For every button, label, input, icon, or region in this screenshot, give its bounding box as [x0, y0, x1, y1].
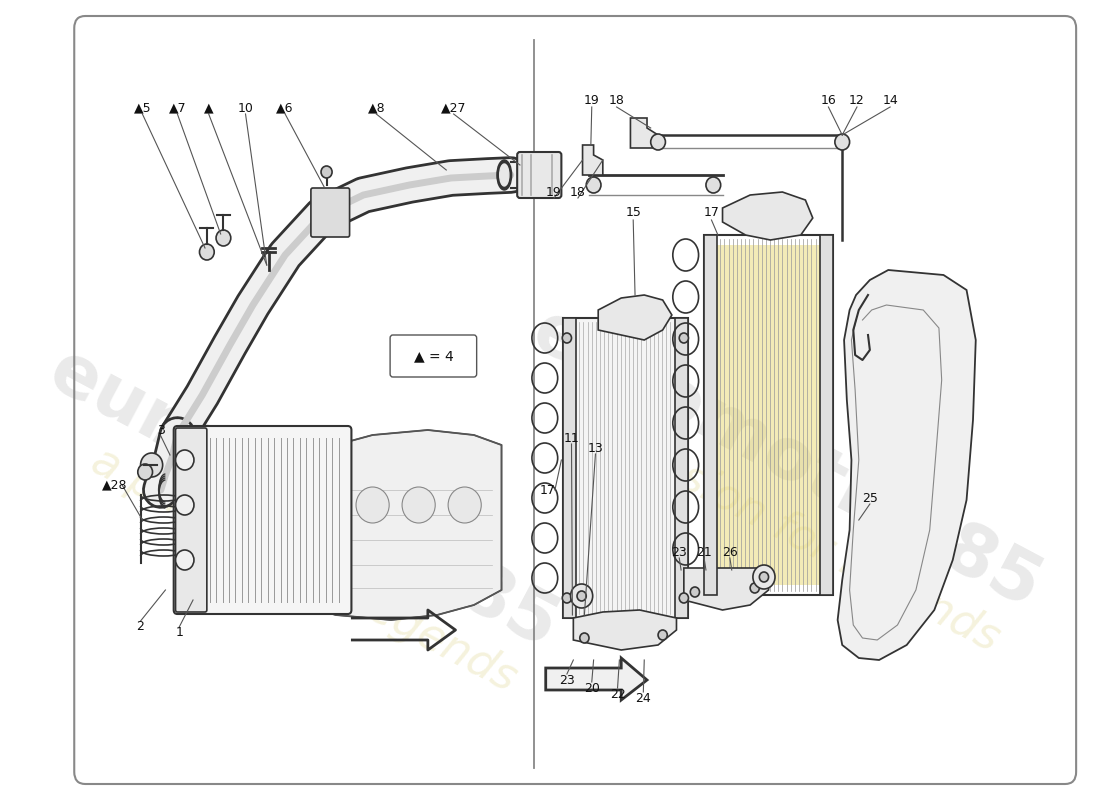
Text: 25: 25	[862, 491, 878, 505]
Circle shape	[562, 333, 572, 343]
Text: 18: 18	[608, 94, 625, 106]
Text: euromotive85: euromotive85	[520, 297, 1054, 623]
Text: 19: 19	[584, 94, 600, 106]
Text: 11: 11	[563, 431, 580, 445]
Circle shape	[571, 584, 593, 608]
Polygon shape	[573, 610, 676, 650]
Circle shape	[176, 495, 194, 515]
Ellipse shape	[497, 160, 512, 190]
Circle shape	[706, 177, 721, 193]
Circle shape	[403, 487, 436, 523]
Polygon shape	[684, 568, 769, 610]
Bar	[563, 318, 576, 618]
Polygon shape	[598, 295, 672, 340]
Circle shape	[578, 591, 586, 601]
Polygon shape	[723, 192, 813, 240]
Circle shape	[658, 630, 668, 640]
Circle shape	[216, 230, 231, 246]
Text: a passion for legends: a passion for legends	[84, 439, 524, 701]
Circle shape	[176, 550, 194, 570]
Text: 3: 3	[157, 423, 165, 437]
Circle shape	[679, 593, 689, 603]
Text: ▲ = 4: ▲ = 4	[414, 349, 453, 363]
Text: 10: 10	[238, 102, 253, 114]
Ellipse shape	[499, 164, 509, 186]
Polygon shape	[280, 430, 502, 620]
Text: a passion for legends: a passion for legends	[566, 399, 1006, 661]
Text: 23: 23	[671, 546, 688, 558]
Polygon shape	[583, 145, 603, 175]
Text: 2: 2	[136, 621, 144, 634]
Text: 26: 26	[722, 546, 738, 558]
Bar	[821, 235, 833, 595]
Circle shape	[759, 572, 769, 582]
Polygon shape	[630, 118, 658, 148]
Circle shape	[752, 565, 776, 589]
Text: 1: 1	[175, 626, 184, 639]
Text: ▲5: ▲5	[133, 102, 151, 114]
Bar	[563, 318, 688, 618]
Circle shape	[138, 464, 153, 480]
Bar	[674, 318, 688, 618]
FancyBboxPatch shape	[517, 152, 561, 198]
Circle shape	[651, 134, 666, 150]
Text: ▲7: ▲7	[168, 102, 186, 114]
Text: 18: 18	[570, 186, 586, 198]
Text: ▲6: ▲6	[276, 102, 294, 114]
Text: 23: 23	[559, 674, 575, 686]
Circle shape	[321, 166, 332, 178]
Polygon shape	[546, 658, 647, 700]
Text: 20: 20	[584, 682, 600, 694]
Circle shape	[835, 134, 849, 150]
Text: 17: 17	[704, 206, 719, 219]
Text: ▲8: ▲8	[367, 102, 385, 114]
FancyBboxPatch shape	[311, 188, 350, 237]
Text: euromotive85: euromotive85	[37, 337, 570, 663]
FancyBboxPatch shape	[390, 335, 476, 377]
Circle shape	[580, 633, 588, 643]
Circle shape	[199, 244, 214, 260]
Circle shape	[448, 487, 482, 523]
Bar	[704, 235, 717, 595]
FancyBboxPatch shape	[176, 428, 207, 612]
Text: 22: 22	[609, 687, 626, 701]
Text: 19: 19	[546, 186, 562, 198]
Circle shape	[176, 450, 194, 470]
Text: 17: 17	[540, 483, 556, 497]
FancyBboxPatch shape	[74, 16, 1076, 784]
Text: ▲28: ▲28	[102, 478, 128, 491]
Circle shape	[691, 587, 700, 597]
Text: ▲: ▲	[204, 102, 213, 114]
Text: 15: 15	[625, 206, 641, 219]
Text: 21: 21	[696, 546, 712, 558]
Text: 24: 24	[636, 691, 651, 705]
Bar	[704, 235, 833, 595]
Text: 14: 14	[882, 94, 898, 106]
Circle shape	[356, 487, 389, 523]
Text: ▲27: ▲27	[441, 102, 466, 114]
Text: 12: 12	[849, 94, 865, 106]
Text: 16: 16	[821, 94, 836, 106]
Bar	[713, 245, 824, 585]
Circle shape	[562, 593, 572, 603]
Polygon shape	[837, 270, 976, 660]
Circle shape	[679, 333, 689, 343]
FancyBboxPatch shape	[174, 426, 351, 614]
Circle shape	[750, 583, 759, 593]
Circle shape	[586, 177, 601, 193]
Text: 13: 13	[587, 442, 603, 454]
Circle shape	[310, 487, 343, 523]
Circle shape	[141, 453, 163, 477]
